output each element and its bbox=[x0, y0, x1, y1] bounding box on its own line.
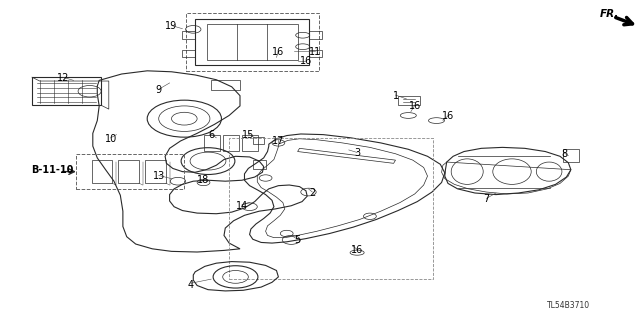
Text: B-11-10: B-11-10 bbox=[31, 165, 74, 175]
Text: 11: 11 bbox=[308, 47, 321, 57]
Text: 12: 12 bbox=[56, 73, 69, 83]
Text: 10: 10 bbox=[104, 134, 117, 144]
Bar bbox=[309, 31, 322, 39]
Text: 7: 7 bbox=[483, 194, 490, 204]
Text: 19: 19 bbox=[165, 21, 178, 31]
Text: 16: 16 bbox=[408, 101, 421, 111]
Text: 4: 4 bbox=[188, 279, 194, 290]
Text: 17: 17 bbox=[272, 136, 285, 146]
Text: 5: 5 bbox=[294, 235, 301, 245]
Text: 16: 16 bbox=[351, 245, 364, 256]
Text: 2: 2 bbox=[309, 188, 316, 198]
Text: 16: 16 bbox=[442, 111, 454, 122]
Text: 16: 16 bbox=[272, 47, 285, 57]
Text: FR.: FR. bbox=[600, 9, 619, 19]
Bar bbox=[182, 50, 195, 57]
Bar bbox=[309, 50, 322, 57]
Text: 16: 16 bbox=[300, 56, 312, 66]
Text: 14: 14 bbox=[236, 201, 248, 211]
Bar bbox=[253, 137, 264, 144]
Text: 15: 15 bbox=[242, 130, 255, 140]
Text: 1: 1 bbox=[392, 91, 399, 101]
Text: TL54B3710: TL54B3710 bbox=[547, 301, 590, 310]
Text: 13: 13 bbox=[152, 171, 165, 181]
Text: 9: 9 bbox=[156, 85, 162, 95]
Bar bbox=[182, 31, 195, 39]
Text: 6: 6 bbox=[208, 130, 214, 140]
Text: 8: 8 bbox=[561, 149, 568, 159]
Text: 3: 3 bbox=[354, 148, 360, 158]
Text: 18: 18 bbox=[197, 175, 210, 185]
